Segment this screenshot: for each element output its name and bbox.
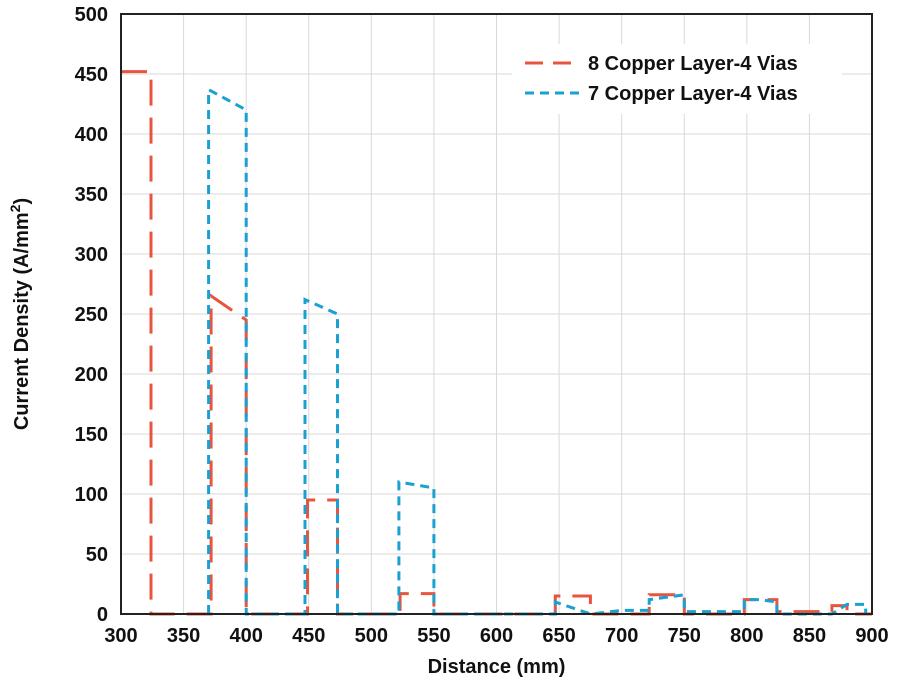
x-axis-title: Distance (mm) bbox=[428, 656, 566, 678]
y-axis-title-main: Current Density (A/mm bbox=[11, 212, 33, 430]
x-tick-label: 500 bbox=[355, 625, 388, 647]
x-tick-label: 850 bbox=[793, 625, 826, 647]
legend-background bbox=[512, 44, 842, 114]
x-tick-label: 400 bbox=[229, 625, 262, 647]
y-tick-label: 50 bbox=[86, 544, 108, 566]
x-tick-label: 650 bbox=[542, 625, 575, 647]
y-tick-label: 150 bbox=[75, 424, 108, 446]
y-tick-label: 0 bbox=[97, 604, 108, 626]
legend: 8 Copper Layer-4 Vias 7 Copper Layer-4 Vi… bbox=[512, 44, 842, 114]
y-tick-label: 250 bbox=[75, 304, 108, 326]
x-tick-label: 800 bbox=[730, 625, 763, 647]
x-tick-label: 450 bbox=[292, 625, 325, 647]
y-tick-label: 350 bbox=[75, 184, 108, 206]
x-tick-label: 600 bbox=[480, 625, 513, 647]
x-tick-label: 550 bbox=[417, 625, 450, 647]
y-tick-label: 500 bbox=[75, 4, 108, 26]
y-tick-label: 200 bbox=[75, 364, 108, 386]
x-tick-label: 300 bbox=[104, 625, 137, 647]
series-2 bbox=[207, 87, 868, 616]
y-axis-title: Current Density (A/mm2) bbox=[7, 198, 33, 430]
y-axis: 0 50 100 150 200 250 300 350 400 450 500 bbox=[75, 4, 108, 626]
series-layer bbox=[121, 70, 872, 616]
x-tick-label: 700 bbox=[605, 625, 638, 647]
x-tick-label: 350 bbox=[167, 625, 200, 647]
plot-frame bbox=[120, 13, 873, 615]
y-tick-label: 100 bbox=[75, 484, 108, 506]
x-axis: 300 350 400 450 500 550 600 650 700 750 800 850 900 bbox=[104, 625, 888, 647]
legend-label: 8 Copper Layer-4 Vias bbox=[588, 53, 798, 75]
legend-label: 7 Copper Layer-4 Vias bbox=[588, 83, 798, 105]
y-axis-title-superscript: 2 bbox=[7, 204, 23, 212]
y-tick-label: 450 bbox=[75, 64, 108, 86]
x-tick-label: 750 bbox=[668, 625, 701, 647]
y-tick-label: 400 bbox=[75, 124, 108, 146]
series-line bbox=[207, 87, 868, 616]
x-tick-label: 900 bbox=[855, 625, 888, 647]
y-axis-title-suffix: ) bbox=[11, 198, 33, 205]
y-tick-label: 300 bbox=[75, 244, 108, 266]
